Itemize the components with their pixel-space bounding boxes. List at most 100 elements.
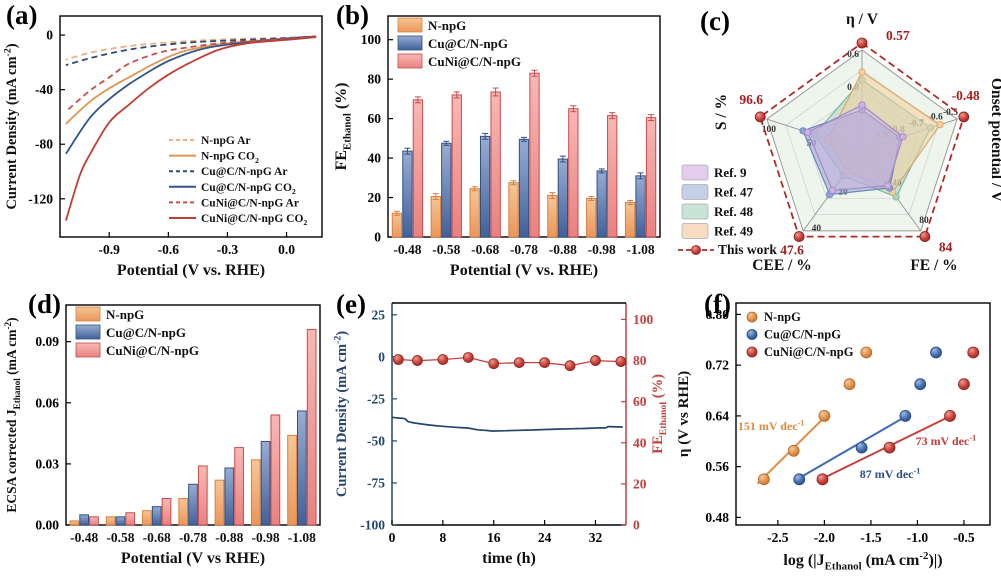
legend-label: Cu@C/N-npG CO2 <box>201 182 296 196</box>
bar <box>214 479 225 526</box>
panel-a-label: (a) <box>6 0 38 30</box>
panel-b-legend: N-npG Cu@C/N-npG CuNi@C/N-npG <box>397 17 521 69</box>
x-tick-label: -0.88 <box>549 242 577 257</box>
bar <box>151 506 162 526</box>
panel-c-label: (c) <box>700 6 730 36</box>
x-tick-label: -1.0 <box>907 530 929 545</box>
panel-d: (d) 0.00 0.03 0.06 0.09 -0.48 -0.58 -0.68 -0.78… <box>0 289 330 577</box>
bar <box>645 117 657 238</box>
this-work-value: 47.6 <box>780 243 804 258</box>
bar <box>469 188 480 238</box>
y-tick-label: -40 <box>35 82 53 97</box>
legend-label: N-npG Ar <box>201 135 251 147</box>
bar <box>69 520 80 526</box>
panel-d-series-0 <box>69 434 297 526</box>
legend-label: Ref. 47 <box>714 185 753 200</box>
radar-axis-fe: FE / % <box>910 257 957 274</box>
y-tick-label: 0.80 <box>705 307 729 322</box>
y-tick-label-right: 100 <box>633 312 654 327</box>
x-tick-label: -1.08 <box>627 242 655 257</box>
y-axis-title: Current Density (mA cm-2) <box>2 43 20 209</box>
bar <box>441 142 452 238</box>
panel-c-legend: Ref. 9 Ref. 47 Ref. 48 Ref. 49 This work <box>678 164 777 257</box>
bar <box>250 459 261 526</box>
bar <box>547 195 558 238</box>
panel-d-series-1 <box>79 410 307 526</box>
x-tick-label: -0.88 <box>215 530 243 545</box>
y-tick-label: 60 <box>368 111 382 126</box>
x-axis-title: Potential (V vs. RHE) <box>450 262 598 279</box>
x-tick-label: -2.0 <box>814 530 836 545</box>
radar-series-ref--9 <box>804 101 907 195</box>
y-tick-label: -25 <box>367 391 385 406</box>
legend-label: N-npG CO2 <box>201 151 259 165</box>
legend-label: Cu@C/N-npG Ar <box>201 166 287 178</box>
y-tick-label-right: 40 <box>633 435 647 450</box>
x-tick-label: -1.5 <box>860 530 882 545</box>
panel-c-chart: 0.60.8-0.5-0.6-0.7-0.8-0.980404020100500… <box>678 11 1001 274</box>
bar <box>297 410 307 526</box>
x-tick-label: -0.58 <box>432 242 460 257</box>
panel-b-series-2 <box>412 69 657 238</box>
panel-f-chart: -2.5 -2.0 -1.5 -1.0 -0.5 0.48 0.56 0.64 0.72 0.80… <box>676 302 991 573</box>
y-axis-title-right: FEEthanol (%) <box>650 374 669 454</box>
x-tick-label: 24 <box>538 530 552 545</box>
y-axis-title: η (V vs RHE) <box>676 371 692 457</box>
x-tick-label: -0.9 <box>99 242 121 257</box>
y-tick-label: -100 <box>360 518 385 533</box>
bar <box>490 91 501 238</box>
x-tick-label: -0.58 <box>106 530 134 545</box>
y-tick-label: 80 <box>368 72 382 87</box>
tafel-slope-label: 73 mV dec-1 <box>916 434 977 449</box>
tafel-series-2 <box>816 346 980 486</box>
panel-e-label: (e) <box>336 289 366 319</box>
legend-label: N-npG <box>106 307 144 322</box>
y-tick-label: 0 <box>46 28 53 43</box>
radar-tick-label: 0.8 <box>847 83 859 93</box>
panel-d-legend: N-npG Cu@C/N-npG CuNi@C/N-npG <box>75 306 199 358</box>
x-axis-title: time (h) <box>482 550 536 567</box>
panel-b-series-0 <box>391 180 636 238</box>
legend-label: Ref. 48 <box>714 204 753 219</box>
bar <box>79 514 89 526</box>
bar <box>197 465 208 526</box>
x-tick-label: -0.3 <box>217 242 239 257</box>
legend-label: N-npG <box>764 310 801 324</box>
x-axis-title: Potential (V vs. RHE) <box>117 262 265 279</box>
y-tick-label: 0.09 <box>35 334 59 349</box>
bar <box>402 150 413 238</box>
y-tick-label-right: 60 <box>633 394 647 409</box>
tafel-slope-label: 151 mV dec-1 <box>738 418 805 433</box>
x-tick-label: 32 <box>589 530 603 545</box>
panel-e-chart: 0 8 16 24 32 25 0 -25 -50 -75 -100 0 20 40 60 80 100 time… <box>332 302 669 567</box>
plot-frame <box>735 302 991 526</box>
x-tick-label: -0.48 <box>70 530 98 545</box>
bar <box>161 498 172 526</box>
y-tick-label: -80 <box>35 137 53 152</box>
x-axis-title: log (|JEthanol (mA cm-2)|) <box>783 550 942 573</box>
bar <box>142 510 152 526</box>
legend-label: Cu@C/N-npG <box>106 325 186 340</box>
bar <box>306 328 317 526</box>
bar <box>518 138 530 238</box>
tafel-series-0 <box>756 346 873 486</box>
y-tick-label: 0.72 <box>705 358 729 373</box>
y-tick-label-right: 20 <box>633 476 647 491</box>
bar <box>391 212 403 238</box>
y-tick-label: 0.03 <box>35 456 59 471</box>
bar <box>234 447 244 526</box>
this-work-value: 84 <box>939 240 953 255</box>
panel-d-label: (d) <box>28 289 61 319</box>
panel-d-chart: 0.00 0.03 0.06 0.09 -0.48 -0.58 -0.68 -0.78 -0.8… <box>3 304 321 567</box>
radar-tick-label: 0.6 <box>847 50 859 60</box>
bar <box>89 516 99 526</box>
y-tick-label: 25 <box>372 307 386 322</box>
panel-f-label: (f) <box>704 289 731 319</box>
x-tick-label: -0.78 <box>179 530 207 545</box>
y-tick-label: 0.56 <box>705 459 729 474</box>
panel-e: (e) 0 8 16 24 32 25 0 -25 -50 -75 -100 0 20 40 60 80 100… <box>330 289 670 577</box>
panel-f: (f) -2.5 -2.0 -1.5 -1.0 -0.5 0.48 0.56 0.64 0.72… <box>670 289 1001 577</box>
tafel-series-1 <box>793 346 942 486</box>
